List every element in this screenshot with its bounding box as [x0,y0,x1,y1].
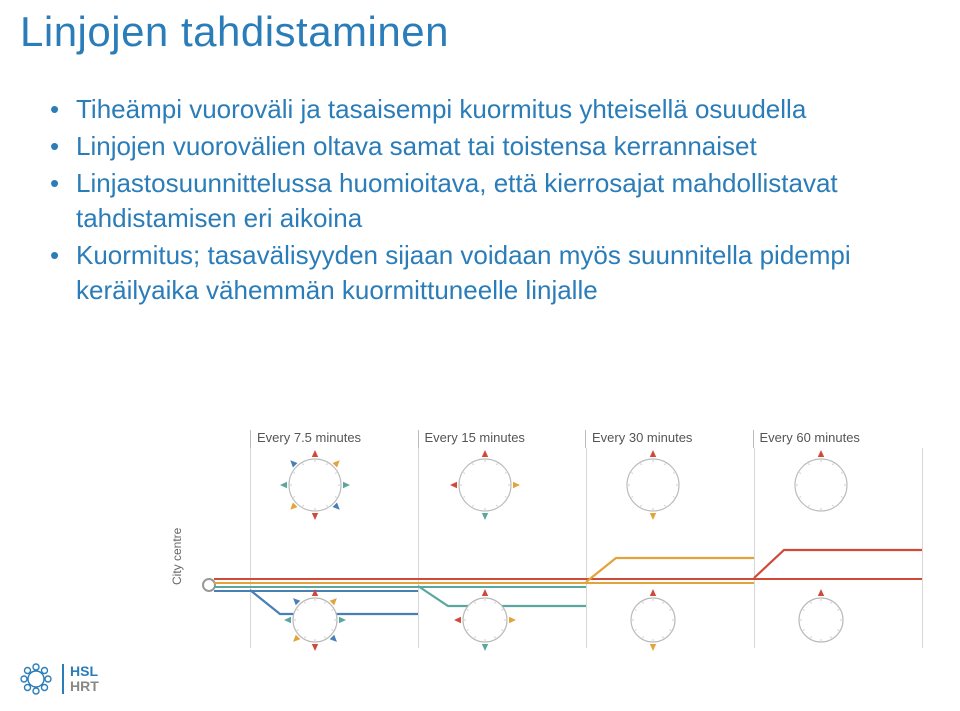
column-divider [922,448,923,648]
frequency-clock [454,589,516,651]
frequency-diagram: Every 7.5 minutesEvery 15 minutesEvery 3… [180,430,940,660]
frequency-clock [280,450,350,520]
city-centre-label: City centre [170,528,184,585]
frequency-clock [622,589,684,651]
bullet-item: Linjastosuunnittelussa huomioitava, että… [50,166,936,236]
column-divider [418,448,419,648]
route-line [214,578,922,580]
column-divider [250,448,251,648]
column-label: Every 15 minutes [418,430,586,448]
route-line [214,586,586,588]
hsl-logo: HSL HRT [18,661,99,697]
frequency-clock [284,589,346,651]
hsl-logo-icon [18,661,54,697]
frequency-clock [450,450,520,520]
column-divider [754,448,755,648]
hsl-logo-text: HSL HRT [62,664,99,693]
logo-line1: HSL [70,664,99,679]
column-labels: Every 7.5 minutesEvery 15 minutesEvery 3… [250,430,920,448]
page-title: Linjojen tahdistaminen [0,0,960,56]
bullet-item: Tiheämpi vuoroväli ja tasaisempi kuormit… [50,92,936,127]
column-label: Every 60 minutes [753,430,921,448]
frequency-clock [790,589,852,651]
frequency-clock [618,450,688,520]
frequency-clock [786,450,856,520]
column-label: Every 30 minutes [585,430,753,448]
column-label: Every 7.5 minutes [250,430,418,448]
bullet-item: Linjojen vuorovälien oltava samat tai to… [50,129,936,164]
column-divider [586,448,587,648]
route-line [214,582,754,584]
bullet-list: Tiheämpi vuoroväli ja tasaisempi kuormit… [0,56,960,309]
bullet-item: Kuormitus; tasavälisyyden sijaan voidaan… [50,238,936,308]
logo-line2: HRT [70,679,99,694]
